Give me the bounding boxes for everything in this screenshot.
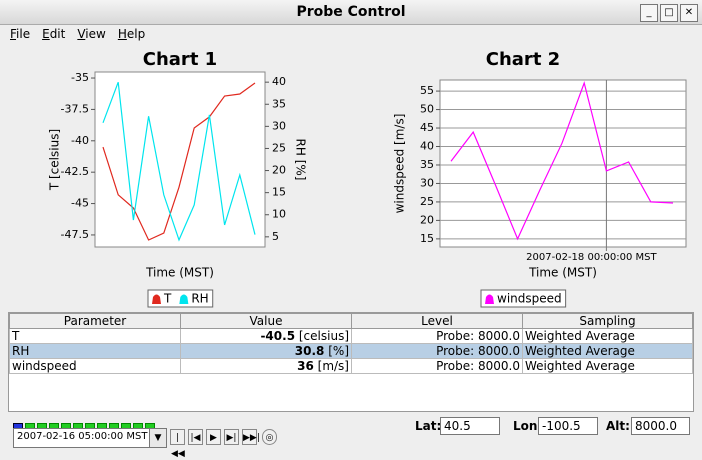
parameter-cell: windspeed [9, 358, 181, 374]
legend: T RH [147, 289, 214, 308]
y-tick-label: 55 [420, 84, 434, 97]
series-line [102, 82, 256, 241]
last-button[interactable]: ▶▶| [242, 429, 260, 445]
column-header[interactable]: Value [180, 313, 352, 329]
y-tick-label: 45 [420, 121, 434, 134]
parameter-cell: RH [9, 343, 181, 359]
menu-item[interactable]: File [10, 27, 31, 41]
menu-item[interactable]: View [77, 27, 106, 41]
series-line [450, 80, 674, 241]
title-bar: Probe Control [0, 0, 702, 25]
y-tick-label: -35 [71, 71, 89, 84]
column-header[interactable]: Parameter [9, 313, 181, 329]
y-tick-label: 15 [420, 232, 434, 245]
y-tick-label: -37.5 [61, 102, 89, 115]
unit: [m/s] [317, 359, 349, 373]
table: Parameter Value Level Sampling T -40.5 [… [8, 312, 694, 412]
alt-label: Alt: [606, 419, 630, 433]
y2-tick-label: 15 [272, 186, 286, 199]
window-title: Probe Control [296, 4, 406, 20]
level-cell: Probe: 8000.0 [351, 343, 523, 359]
y-tick-label: 35 [420, 158, 434, 171]
legend-swatch [485, 294, 494, 304]
step-button[interactable]: ▶| [224, 429, 239, 445]
y-tick-label: 25 [420, 195, 434, 208]
unit: [celsius] [298, 329, 349, 343]
y2-tick-label: 40 [272, 75, 286, 88]
column-header[interactable]: Sampling [522, 313, 693, 329]
plot-area [94, 71, 266, 248]
y-tick-label: 30 [420, 176, 434, 189]
legend: windspeed [480, 289, 567, 308]
value-cell: 30.8 [%] [180, 343, 352, 359]
alt-input[interactable]: 8000.0 [631, 417, 690, 435]
charts: Chart 1 -35 -37.5 -40 -42.5 -45 -47.5 5 10 15 20 25… [48, 49, 687, 308]
table-grid: Parameter Value Level Sampling T -40.5 [… [9, 313, 693, 374]
table-row[interactable]: RH 30.8 [%] Probe: 8000.0 Weighted Avera… [9, 343, 693, 359]
menu-item[interactable]: Help [117, 27, 146, 41]
back-button[interactable]: |◀ [188, 429, 203, 445]
dropdown-arrow[interactable]: ▼ [149, 429, 166, 447]
y-tick-label: 20 [420, 213, 434, 226]
maximize-button[interactable]: □ [660, 4, 678, 22]
y-tick-label: -40 [71, 134, 89, 147]
value-cell: 36 [m/s] [180, 358, 352, 374]
y2-tick-label: 5 [272, 230, 279, 243]
minimize-button[interactable]: _ [640, 4, 658, 22]
x-axis-label: Time (MST) [145, 266, 214, 280]
x-tick-label: 2007-02-18 00:00:00 MST [526, 252, 657, 263]
level-cell: Probe: 8000.0 [351, 358, 523, 374]
level-cell: Probe: 8000.0 [351, 328, 523, 344]
time-dropdown[interactable]: 2007-02-16 05:00:00 MST ▼ [13, 428, 167, 448]
legend-label: windspeed [497, 292, 562, 306]
y-tick-label: 50 [420, 103, 434, 116]
y2-axis-label: RH [%] [294, 139, 308, 181]
y-axis-label: windspeed [m/s] [393, 114, 407, 214]
column-header[interactable]: Level [351, 313, 523, 329]
legend-label: T [163, 292, 172, 306]
lat-label: Lat: [415, 419, 442, 433]
plot-area [439, 79, 687, 248]
y2-tick-label: 10 [272, 208, 286, 221]
value-cell: -40.5 [celsius] [180, 328, 352, 344]
sampling-cell: Weighted Average [522, 343, 693, 359]
legend-label: RH [191, 292, 208, 306]
y-tick-label: -42.5 [61, 165, 89, 178]
table-row[interactable]: T -40.5 [celsius] Probe: 8000.0 Weighted… [9, 328, 693, 344]
unit: [%] [328, 344, 349, 358]
lon-input[interactable]: -100.5 [538, 417, 598, 435]
menu-bar: File Edit View Help [0, 25, 702, 43]
y2-tick-label: 35 [272, 97, 286, 110]
y-axis-label: T [celsius] [48, 129, 62, 191]
settings-button[interactable]: ◎ [262, 429, 277, 445]
play-button[interactable]: ▶ [206, 429, 221, 445]
value: -40.5 [260, 329, 296, 343]
time-text: 2007-02-16 05:00:00 MST [17, 431, 148, 442]
value: 30.8 [294, 344, 325, 358]
x-axis-label: Time (MST) [528, 266, 597, 280]
parameter-cell: T [9, 328, 181, 344]
y-tick-label: 40 [420, 140, 434, 153]
table-row[interactable]: windspeed 36 [m/s] Probe: 8000.0 Weighte… [9, 358, 693, 374]
close-button[interactable]: ✕ [680, 4, 698, 22]
legend-box [480, 289, 567, 308]
value: 36 [297, 359, 314, 373]
legend-swatch [152, 294, 161, 304]
sampling-cell: Weighted Average [522, 358, 693, 374]
y2-tick-label: 20 [272, 164, 286, 177]
first-button[interactable]: |◀◀ [170, 429, 185, 459]
chart-title: Chart 2 [486, 49, 560, 70]
y-tick-label: -47.5 [61, 228, 89, 241]
y-tick-label: -45 [71, 197, 89, 210]
lat-input[interactable]: 40.5 [440, 417, 500, 435]
sampling-cell: Weighted Average [522, 328, 693, 344]
y2-tick-label: 25 [272, 141, 286, 154]
menu-item[interactable]: Edit [42, 27, 66, 41]
chart-title: Chart 1 [143, 49, 217, 70]
y2-tick-label: 30 [272, 119, 286, 132]
legend-swatch [179, 294, 189, 304]
lon-label: Lon: [513, 419, 543, 433]
series-line [102, 81, 256, 242]
